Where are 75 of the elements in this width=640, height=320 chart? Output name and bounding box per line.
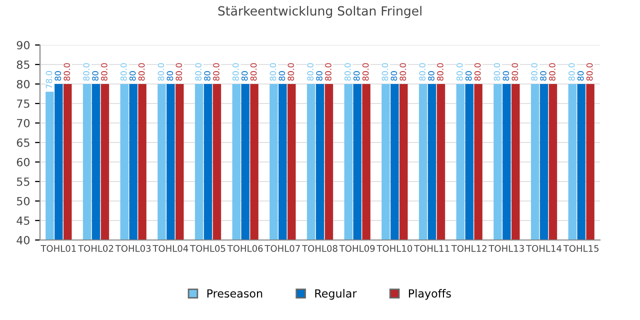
data-label: 80 — [92, 71, 98, 81]
data-label: 80 — [465, 71, 472, 81]
y-tick-label: 45 — [16, 216, 30, 225]
x-tick-label: TOHL05 — [190, 245, 226, 252]
data-label: 80.0 — [250, 63, 257, 81]
data-label: 80.0 — [419, 63, 426, 81]
y-tick-label: 50 — [16, 196, 30, 206]
data-label: 80 — [390, 71, 398, 81]
y-tick-label: 65 — [16, 138, 30, 147]
data-label: 80 — [241, 71, 248, 81]
data-label: 80.0 — [195, 63, 202, 81]
y-tick-label: 80 — [16, 80, 30, 88]
data-label: 80.0 — [549, 63, 556, 81]
x-tick-label: TOHL03 — [115, 245, 151, 252]
data-label: 80.0 — [120, 63, 127, 81]
data-label: 80.0 — [232, 63, 239, 81]
data-label: 80.0 — [64, 63, 70, 81]
x-tick-label: TOHL14 — [526, 245, 562, 252]
data-label: 80 — [129, 71, 136, 81]
data-label: 80.0 — [270, 63, 276, 81]
x-tick-label: TOHL09 — [339, 245, 375, 252]
data-label: 80.0 — [586, 63, 593, 81]
data-label: 80.0 — [362, 63, 369, 81]
data-label: 80 — [428, 71, 434, 81]
x-tick-label: TOHL10 — [376, 245, 412, 252]
x-tick-label: TOHL15 — [563, 245, 599, 252]
x-tick-label: TOHL01 — [40, 245, 76, 252]
legend-label: Playoffs — [408, 289, 451, 300]
x-tick-label: TOHL04 — [152, 245, 188, 252]
data-label: 80.0 — [512, 63, 518, 81]
data-label: 80.0 — [83, 63, 90, 81]
x-tick-label: TOHL02 — [78, 245, 114, 252]
data-label: 80 — [353, 71, 360, 81]
y-tick-label: 90 — [16, 40, 30, 50]
data-label: 80.0 — [382, 63, 388, 81]
data-label: 80 — [278, 71, 286, 81]
data-label: 80 — [577, 71, 584, 81]
x-tick-label: TOHL06 — [227, 245, 263, 252]
data-label: 80 — [166, 71, 174, 81]
data-label: 80.0 — [400, 63, 406, 81]
x-tick-label: TOHL08 — [302, 245, 338, 252]
data-label: 80.0 — [138, 63, 145, 81]
y-tick-label: 40 — [16, 236, 30, 244]
data-label: 80.0 — [176, 63, 182, 81]
x-tick-label: TOHL12 — [451, 245, 486, 252]
legend-label: Regular — [315, 289, 357, 300]
data-label: 80.0 — [474, 63, 481, 81]
data-label: 80.0 — [307, 63, 314, 81]
data-label: 80 — [204, 71, 210, 81]
legend-label: Preseason — [207, 289, 262, 298]
data-label: 80.0 — [456, 63, 463, 81]
y-tick-label: 75 — [17, 100, 30, 108]
data-label: 80 — [540, 71, 546, 81]
data-label: 80 — [316, 71, 322, 81]
data-label: 80.0 — [344, 63, 351, 81]
data-label: 80.0 — [437, 63, 444, 81]
data-label: 80.0 — [325, 63, 332, 81]
y-tick-label: 85 — [16, 60, 30, 69]
data-label: 80 — [502, 71, 510, 81]
y-tick-label: 55 — [16, 178, 30, 186]
data-label: 78.0 — [46, 71, 52, 88]
y-tick-label: 60 — [16, 158, 30, 166]
y-tick-label: 70 — [17, 118, 30, 128]
data-label: 80.0 — [531, 63, 538, 81]
data-label: 80.0 — [494, 63, 500, 81]
chart-title: Stärkeentwicklung Soltan Fringel — [218, 6, 422, 18]
data-label: 80.0 — [101, 63, 108, 81]
x-tick-label: TOHL07 — [264, 245, 300, 252]
x-tick-label: TOHL13 — [488, 245, 524, 252]
data-label: 80.0 — [288, 63, 294, 81]
data-label: 80 — [54, 71, 62, 81]
data-label: 80.0 — [213, 63, 220, 81]
data-label: 80.0 — [158, 63, 164, 81]
data-label: 80.0 — [568, 63, 575, 81]
x-tick-label: TOHL11 — [414, 245, 450, 252]
